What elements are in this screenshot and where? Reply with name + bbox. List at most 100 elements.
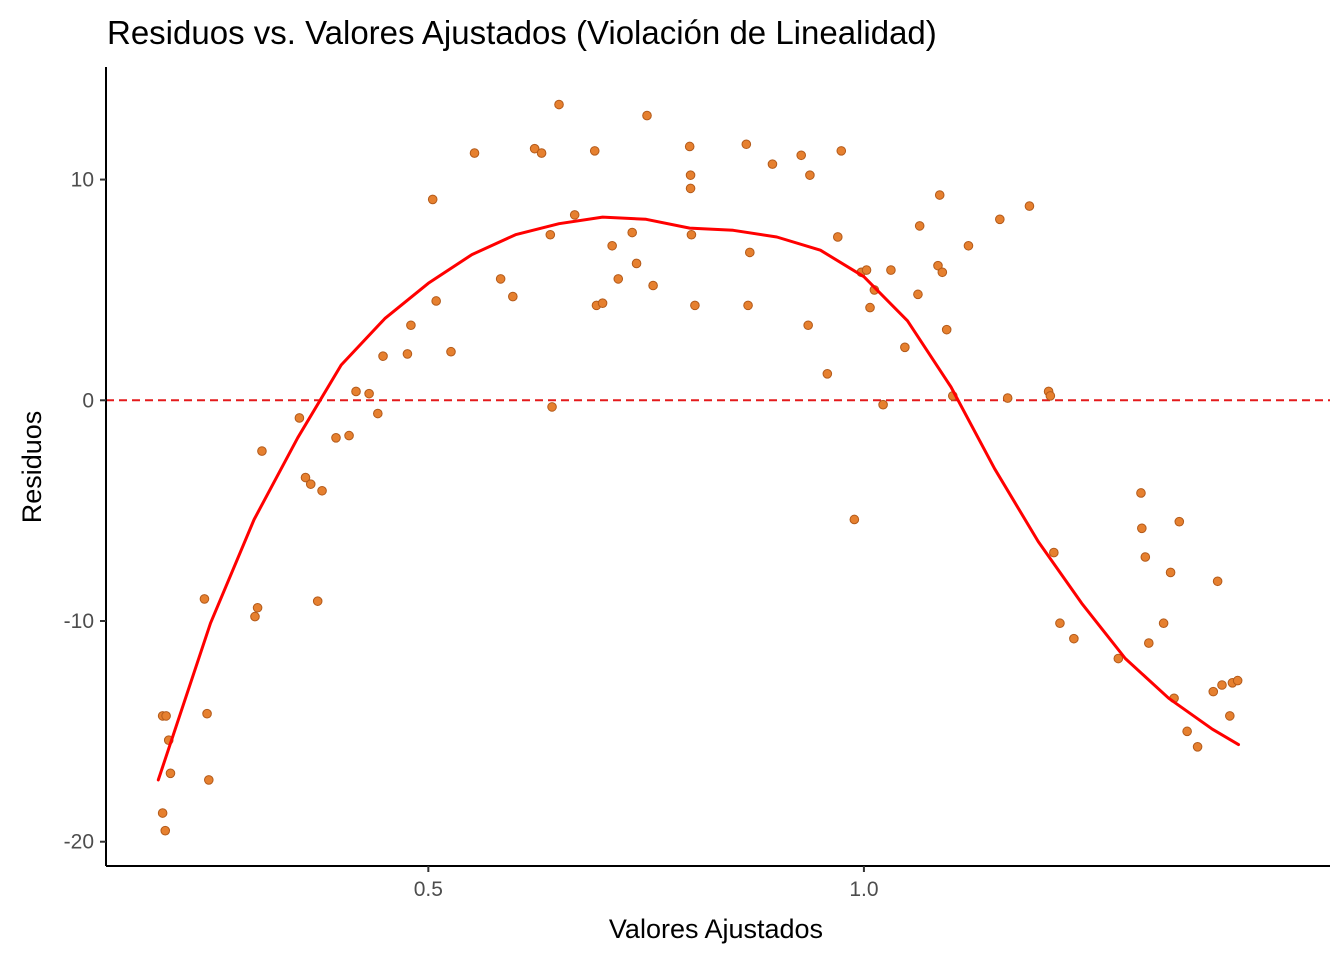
data-point bbox=[900, 342, 910, 353]
data-point bbox=[406, 320, 416, 331]
data-point bbox=[589, 146, 600, 156]
x-axis: 0.5 1.0 bbox=[106, 865, 1330, 901]
data-point bbox=[767, 159, 778, 169]
data-point bbox=[934, 190, 945, 200]
data-point bbox=[865, 302, 875, 313]
data-point bbox=[796, 150, 806, 161]
data-point bbox=[545, 229, 556, 240]
data-point bbox=[886, 265, 896, 275]
data-point bbox=[933, 260, 943, 271]
data-point bbox=[1182, 726, 1192, 737]
data-point bbox=[684, 141, 695, 152]
data-point bbox=[257, 446, 267, 456]
data-point bbox=[160, 825, 171, 836]
data-point bbox=[822, 368, 833, 379]
data-point bbox=[878, 399, 888, 410]
data-point bbox=[250, 611, 260, 622]
data-point bbox=[431, 296, 441, 306]
data-point bbox=[1137, 523, 1147, 534]
data-point bbox=[203, 775, 214, 785]
data-point bbox=[1158, 618, 1169, 629]
data-point bbox=[685, 170, 696, 180]
data-point bbox=[963, 240, 974, 251]
data-point bbox=[331, 433, 341, 443]
data-point bbox=[937, 267, 948, 278]
x-axis-title: Valores Ajustados bbox=[609, 914, 823, 944]
data-point bbox=[300, 472, 311, 483]
data-point bbox=[1217, 680, 1227, 690]
data-point bbox=[1212, 576, 1223, 587]
data-point bbox=[805, 170, 815, 180]
data-point bbox=[344, 430, 354, 441]
data-point bbox=[642, 110, 652, 121]
data-point bbox=[202, 708, 212, 719]
x-tick-label: 0.5 bbox=[414, 878, 443, 901]
data-point bbox=[690, 300, 700, 311]
data-point bbox=[1174, 516, 1185, 527]
data-point bbox=[941, 324, 952, 335]
data-point bbox=[1143, 638, 1154, 648]
data-point bbox=[364, 388, 374, 399]
data-point bbox=[648, 280, 658, 291]
data-point bbox=[446, 346, 456, 357]
data-point bbox=[1232, 675, 1243, 686]
data-point bbox=[686, 229, 697, 240]
y-tick-label: 0 bbox=[82, 389, 94, 412]
data-point bbox=[685, 183, 696, 194]
data-point bbox=[1002, 393, 1013, 403]
data-point bbox=[495, 274, 506, 284]
data-point bbox=[199, 594, 210, 604]
data-point bbox=[427, 194, 438, 205]
data-point bbox=[252, 602, 263, 613]
data-point bbox=[832, 232, 843, 242]
data-point bbox=[913, 289, 923, 300]
data-point bbox=[529, 143, 540, 154]
data-point bbox=[378, 351, 388, 361]
data-point bbox=[547, 402, 557, 412]
data-point bbox=[627, 227, 637, 238]
data-point bbox=[373, 408, 383, 419]
data-point bbox=[597, 298, 608, 308]
data-point bbox=[631, 258, 642, 269]
data-point bbox=[402, 349, 413, 359]
data-point bbox=[165, 768, 176, 779]
data-point bbox=[613, 274, 624, 284]
data-point bbox=[1225, 711, 1235, 721]
data-point bbox=[861, 265, 872, 275]
x-tick-label: 1.0 bbox=[849, 878, 878, 901]
data-point bbox=[1192, 742, 1203, 752]
data-point bbox=[741, 139, 752, 150]
data-point bbox=[1165, 567, 1176, 578]
y-tick-label: 10 bbox=[71, 169, 94, 192]
data-point bbox=[849, 514, 860, 525]
data-point bbox=[743, 300, 753, 311]
y-tick-label: -10 bbox=[64, 610, 94, 633]
y-axis: -20 -10 0 10 bbox=[64, 67, 107, 866]
data-point bbox=[1113, 653, 1124, 664]
data-point bbox=[607, 240, 617, 251]
data-point bbox=[803, 320, 813, 331]
data-point bbox=[1140, 552, 1151, 562]
data-point bbox=[161, 711, 171, 721]
data-point bbox=[1069, 633, 1079, 644]
data-point bbox=[836, 146, 847, 156]
data-point bbox=[294, 413, 305, 423]
plot-area bbox=[106, 99, 1330, 836]
data-point bbox=[1136, 488, 1146, 498]
data-point bbox=[1024, 201, 1035, 211]
data-point bbox=[1055, 618, 1065, 629]
data-point bbox=[157, 808, 168, 818]
data-point bbox=[508, 291, 518, 302]
data-point bbox=[1045, 391, 1056, 401]
smooth-curve bbox=[156, 215, 1240, 782]
data-point bbox=[554, 99, 564, 110]
data-point bbox=[305, 479, 316, 489]
data-point bbox=[1049, 547, 1059, 558]
data-point bbox=[995, 214, 1005, 225]
data-point bbox=[914, 221, 925, 231]
data-point bbox=[312, 596, 323, 606]
data-point bbox=[317, 485, 327, 496]
data-point bbox=[351, 386, 361, 397]
data-point bbox=[569, 210, 580, 220]
